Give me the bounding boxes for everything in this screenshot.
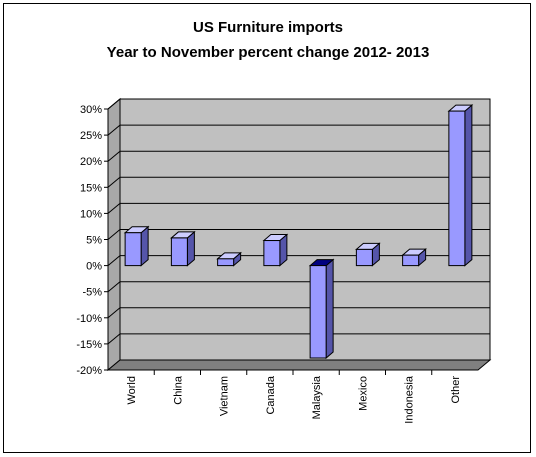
x-tick-label: Other [450,376,462,404]
bar-side [140,225,149,267]
x-tick-label: Canada [265,375,277,414]
bar-china [170,230,196,267]
x-tick-label: World [126,376,138,405]
y-tick-label: -10% [76,313,102,325]
y-tick-label: 25% [80,130,102,142]
x-tick-label: China [172,375,184,405]
x-tick-label: Mexico [357,376,369,411]
chart-title: US Furniture imports [192,19,343,36]
y-tick-label: -20% [76,365,102,377]
gridline [107,333,490,345]
bar-other [447,104,474,267]
gridline [107,202,490,214]
gridline [107,124,490,136]
bars [123,104,474,360]
y-tick-label: 20% [80,156,102,168]
y-tick-label: 15% [80,182,102,194]
plot-area [106,97,492,372]
bar-canada [262,233,289,267]
gridline [107,229,490,240]
bar-front [124,232,142,267]
bar-side [325,258,334,360]
bar-front [217,258,235,267]
bar-front [263,240,281,267]
bar-front [448,110,466,267]
chart-subtitle: Year to November percent change 2012- 20… [106,44,430,61]
gridline [107,307,490,319]
y-axis-ticks: 30% 25% 20% 15% 10% 5% 0% -5% -10% -15% -20% [76,104,108,377]
y-tick-label: 30% [80,104,102,116]
bar-vietnam [216,251,242,267]
bar-front [170,237,188,267]
bar-indonesia [401,248,427,267]
bar-mexico [355,242,381,267]
gridline [107,98,490,110]
y-tick-label: -5% [82,287,102,299]
y-tick-label: 0% [86,261,102,273]
bar-front [309,265,327,359]
x-tick-label: Indonesia [404,375,416,424]
y-tick-label: 5% [86,235,102,247]
gridline [107,150,490,162]
y-tick-label: -15% [76,339,102,351]
y-tick-label: 10% [80,208,102,220]
gridline [107,281,490,293]
x-axis-ticks: World China Vietnam Canada Malaysia Mexico Ind… [126,370,462,424]
floor [106,359,492,371]
bar-malaysia [308,258,335,360]
bar-side [464,104,473,267]
bar-world [123,225,150,267]
gridline [107,176,490,188]
x-tick-label: Vietnam [219,376,231,416]
bar-front [355,248,373,267]
bar-front [402,254,420,267]
x-tick-label: Malaysia [311,375,323,419]
